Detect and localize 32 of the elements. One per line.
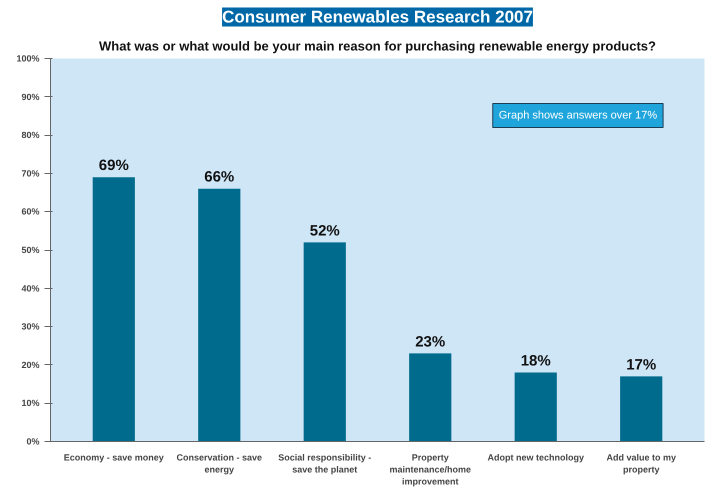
y-tick-label: 90% bbox=[21, 92, 40, 102]
x-tick-label: Economy - save money bbox=[64, 452, 164, 462]
y-tick-label: 30% bbox=[21, 322, 40, 332]
x-tick-label: Conservation - save energy bbox=[176, 452, 262, 474]
y-tick-label: 70% bbox=[21, 168, 40, 178]
y-tick-label: 50% bbox=[21, 245, 40, 255]
bar bbox=[514, 372, 557, 442]
data-label: 66% bbox=[204, 168, 234, 186]
x-tick-label: Social responsibility - save the planet bbox=[278, 452, 372, 474]
data-label: 17% bbox=[626, 356, 656, 374]
data-label: 23% bbox=[415, 333, 446, 350]
data-label: 18% bbox=[520, 352, 551, 370]
y-tick-label: 40% bbox=[21, 283, 40, 294]
y-tick-label: 20% bbox=[21, 360, 40, 370]
x-tick-label: Add value to my property bbox=[606, 452, 676, 474]
x-tick-label: Property maintenance/home improvement bbox=[389, 452, 472, 486]
chart-title: Consumer Renewables Research 2007 bbox=[222, 8, 533, 26]
data-label: 52% bbox=[310, 222, 340, 240]
annotation: Graph shows answers over 17% bbox=[498, 109, 658, 122]
bar bbox=[620, 376, 662, 442]
bar bbox=[92, 177, 135, 442]
bar bbox=[409, 353, 452, 442]
bar bbox=[304, 242, 346, 442]
data-label: 69% bbox=[98, 157, 129, 174]
x-tick-label: Adopt new technology bbox=[487, 452, 584, 462]
y-tick-label: 60% bbox=[21, 206, 40, 217]
bar bbox=[198, 188, 240, 442]
y-tick-label: 10% bbox=[21, 398, 40, 408]
chart-subtitle: What was or what would be your main reason for purchasing renewable energy products? bbox=[99, 38, 656, 54]
y-tick-label: 80% bbox=[21, 130, 40, 140]
y-tick-label: 0% bbox=[26, 436, 40, 446]
y-tick-label: 100% bbox=[16, 54, 40, 64]
